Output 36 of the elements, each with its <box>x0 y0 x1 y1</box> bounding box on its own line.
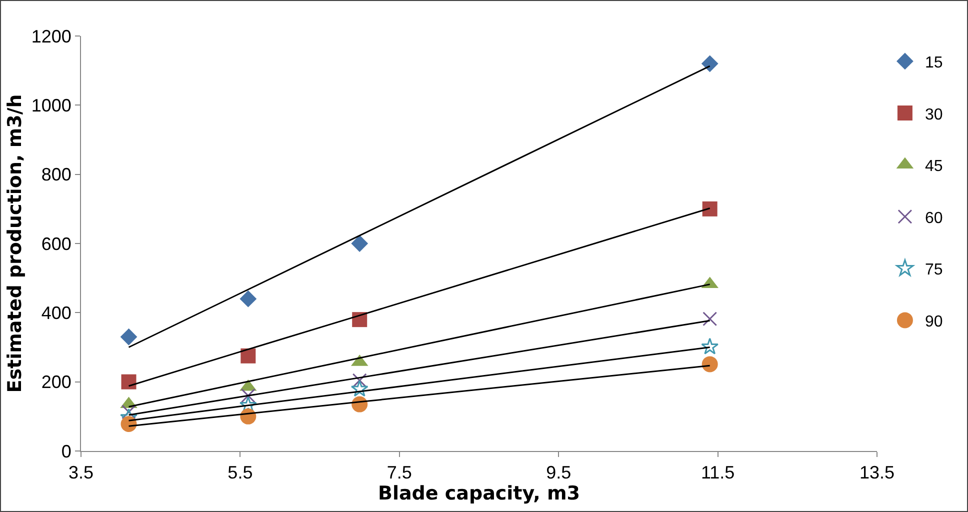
x-tick-label: 11.5 <box>700 462 735 483</box>
y-tick-label: 400 <box>41 302 72 323</box>
point <box>702 201 718 216</box>
y-axis-title: Estimated production, m3/h <box>4 94 26 393</box>
x-axis-title: Blade capacity, m3 <box>378 482 580 505</box>
point <box>352 373 367 388</box>
point <box>351 235 368 252</box>
x-tick-label: 9.5 <box>546 462 572 483</box>
y-tick-label: 600 <box>41 234 72 254</box>
legend-label: 60 <box>924 210 943 227</box>
point <box>701 55 718 72</box>
point <box>239 396 257 413</box>
y-tick-label: 1200 <box>31 26 72 46</box>
y-tick-label: 200 <box>41 372 72 392</box>
point <box>240 348 256 364</box>
x-tick-label: 7.5 <box>386 462 412 483</box>
y-tick-label: 1000 <box>31 95 72 116</box>
point <box>121 374 136 390</box>
legend-label: 90 <box>924 313 943 330</box>
point <box>122 404 136 420</box>
legend-label: 75 <box>924 262 943 279</box>
point <box>702 356 718 372</box>
point <box>240 290 257 308</box>
point <box>702 312 718 326</box>
point <box>701 338 719 354</box>
x-tick-label: 5.5 <box>228 462 253 483</box>
point <box>350 380 368 397</box>
legend-label: 30 <box>924 106 943 124</box>
y-tick-label: 0 <box>61 441 72 462</box>
legend-label: 15 <box>924 54 943 72</box>
legend-label: 45 <box>924 158 943 176</box>
point <box>120 328 138 346</box>
x-tick-label: 3.5 <box>68 462 94 483</box>
point <box>240 388 256 403</box>
x-tick-label: 13.5 <box>859 462 895 483</box>
y-tick-label: 800 <box>41 164 72 185</box>
